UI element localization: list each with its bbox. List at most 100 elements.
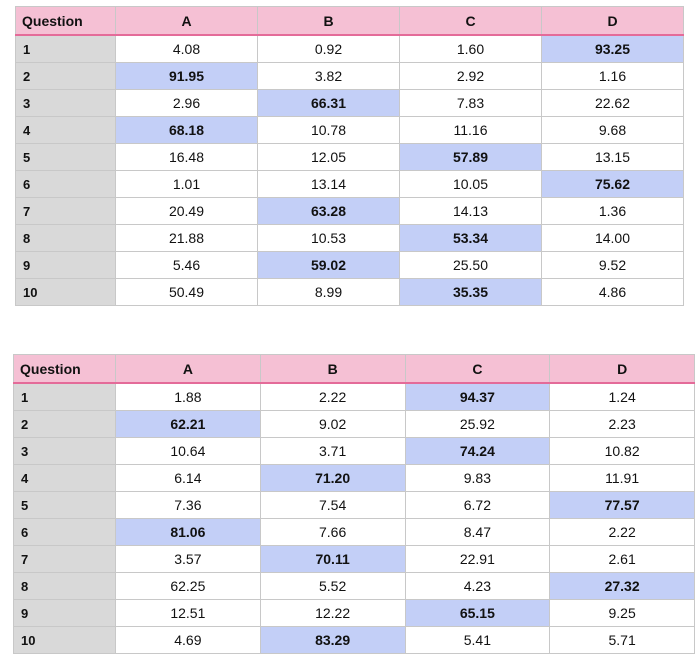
- cell-value: 7.36: [174, 497, 202, 513]
- value-cell: 16.48: [115, 143, 258, 171]
- question-number: 8: [13, 572, 116, 600]
- cell-value: 57.89: [452, 149, 489, 165]
- results-table-1: Question A B C D 1 4.08 0.92 1.60 93.25 2 91.95 3.8…: [15, 6, 684, 306]
- cell-value: 12.51: [170, 605, 206, 621]
- cell-value: 74.24: [459, 443, 495, 459]
- cell-value: 3.57: [174, 551, 202, 567]
- cell-value: 3.71: [319, 443, 347, 459]
- value-cell: 9.25: [549, 599, 695, 627]
- cell-value: 1.16: [598, 68, 627, 84]
- highlighted-value-cell: 71.20: [259, 464, 406, 492]
- table-row: 8 21.88 10.53 53.34 14.00: [15, 224, 684, 252]
- question-number: 10: [13, 626, 116, 654]
- question-number: 3: [15, 89, 116, 117]
- cell-value: 0.92: [314, 41, 343, 57]
- cell-value: 71.20: [315, 470, 351, 486]
- cell-value: 1.01: [172, 176, 201, 192]
- header-row: Question A B C D: [13, 354, 695, 384]
- table-row: 3 10.64 3.71 74.24 10.82: [13, 437, 695, 465]
- value-cell: 21.88: [115, 224, 258, 252]
- highlighted-value-cell: 74.24: [404, 437, 551, 465]
- value-cell: 1.01: [115, 170, 258, 198]
- cell-value: 22.62: [594, 95, 631, 111]
- value-cell: 3.57: [115, 545, 261, 573]
- value-cell: 7.54: [259, 491, 406, 519]
- value-cell: 8.47: [404, 518, 551, 546]
- question-number: 8: [15, 224, 116, 252]
- table-row: 9 12.51 12.22 65.15 9.25: [13, 599, 695, 627]
- table-body: 1 1.88 2.22 94.37 1.24 2 62.21 9.02 25.92 2.23 3 10…: [13, 382, 695, 654]
- value-cell: 1.36: [541, 197, 684, 225]
- question-number: 6: [15, 170, 116, 198]
- cell-value: 7.66: [319, 524, 347, 540]
- value-cell: 6.72: [404, 491, 551, 519]
- cell-value: 6.72: [463, 497, 491, 513]
- value-cell: 5.52: [259, 572, 406, 600]
- value-cell: 2.92: [399, 62, 542, 90]
- column-header-c: C: [399, 6, 542, 36]
- highlighted-value-cell: 81.06: [115, 518, 261, 546]
- column-header-question: Question: [13, 354, 116, 384]
- value-cell: 5.41: [404, 626, 551, 654]
- column-header-a: A: [115, 354, 261, 384]
- question-number: 10: [15, 278, 116, 306]
- cell-value: 2.22: [608, 524, 636, 540]
- cell-value: 25.50: [452, 257, 489, 273]
- question-number: 5: [13, 491, 116, 519]
- header-row: Question A B C D: [15, 6, 684, 36]
- value-cell: 25.50: [399, 251, 542, 279]
- table-row: 7 20.49 63.28 14.13 1.36: [15, 197, 684, 225]
- value-cell: 7.83: [399, 89, 542, 117]
- column-header-d: D: [549, 354, 695, 384]
- value-cell: 9.02: [259, 410, 406, 438]
- cell-value: 93.25: [594, 41, 631, 57]
- value-cell: 10.82: [549, 437, 695, 465]
- value-cell: 13.15: [541, 143, 684, 171]
- value-cell: 12.05: [257, 143, 400, 171]
- cell-value: 22.91: [459, 551, 495, 567]
- value-cell: 25.92: [404, 410, 551, 438]
- value-cell: 2.61: [549, 545, 695, 573]
- value-cell: 7.36: [115, 491, 261, 519]
- highlighted-value-cell: 75.62: [541, 170, 684, 198]
- cell-value: 10.05: [452, 176, 489, 192]
- table-row: 7 3.57 70.11 22.91 2.61: [13, 545, 695, 573]
- question-number: 6: [13, 518, 116, 546]
- cell-value: 1.60: [456, 41, 485, 57]
- highlighted-value-cell: 93.25: [541, 34, 684, 63]
- cell-value: 1.24: [608, 389, 636, 405]
- cell-value: 7.54: [319, 497, 347, 513]
- highlighted-value-cell: 91.95: [115, 62, 258, 90]
- table-row: 2 62.21 9.02 25.92 2.23: [13, 410, 695, 438]
- cell-value: 5.41: [463, 632, 491, 648]
- cell-value: 11.91: [605, 470, 640, 486]
- column-header-a: A: [115, 6, 258, 36]
- highlighted-value-cell: 27.32: [549, 572, 695, 600]
- cell-value: 10.78: [310, 122, 347, 138]
- table-row: 6 1.01 13.14 10.05 75.62: [15, 170, 684, 198]
- cell-value: 2.92: [456, 68, 485, 84]
- cell-value: 2.22: [319, 389, 347, 405]
- question-number: 9: [15, 251, 116, 279]
- value-cell: 12.51: [115, 599, 261, 627]
- cell-value: 53.34: [452, 230, 489, 246]
- question-number: 4: [13, 464, 116, 492]
- highlighted-value-cell: 65.15: [404, 599, 551, 627]
- highlighted-value-cell: 94.37: [404, 382, 551, 411]
- table-row: 2 91.95 3.82 2.92 1.16: [15, 62, 684, 90]
- cell-value: 2.96: [172, 95, 201, 111]
- highlighted-value-cell: 66.31: [257, 89, 400, 117]
- table-row: 4 68.18 10.78 11.16 9.68: [15, 116, 684, 144]
- cell-value: 77.57: [604, 497, 640, 513]
- value-cell: 4.69: [115, 626, 261, 654]
- table-row: 3 2.96 66.31 7.83 22.62: [15, 89, 684, 117]
- value-cell: 11.91: [549, 464, 695, 492]
- question-number: 9: [13, 599, 116, 627]
- value-cell: 62.25: [115, 572, 261, 600]
- cell-value: 83.29: [315, 632, 351, 648]
- cell-value: 27.32: [604, 578, 640, 594]
- cell-value: 16.48: [168, 149, 205, 165]
- highlighted-value-cell: 62.21: [115, 410, 261, 438]
- cell-value: 81.06: [170, 524, 206, 540]
- value-cell: 1.88: [115, 382, 261, 411]
